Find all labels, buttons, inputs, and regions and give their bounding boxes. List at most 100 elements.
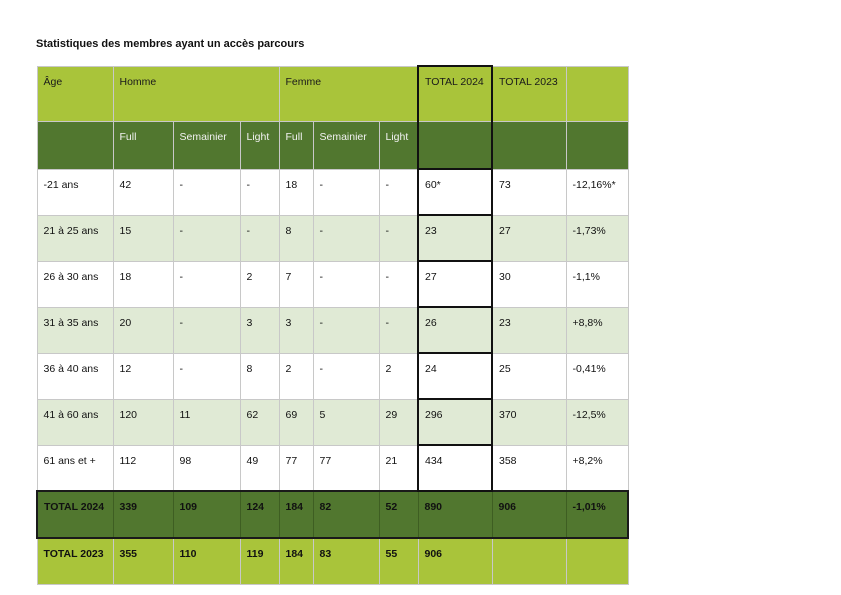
table-cell: 98 — [172, 444, 241, 492]
table-cell: 42 — [112, 168, 174, 216]
table-cell: - — [239, 214, 280, 262]
membership-stats-table: Âge Homme Femme TOTAL 2024 TOTAL 2023 Fu… — [36, 65, 629, 585]
total-2024-row: TOTAL 2024 339 109 124 184 82 52 890 906 -1,01% — [36, 490, 629, 539]
table-cell: 434 — [417, 444, 493, 492]
subheader-cell — [491, 121, 567, 170]
table-cell: 370 — [491, 398, 567, 446]
table-cell: 3 — [239, 306, 280, 354]
table-cell: - — [378, 168, 419, 216]
table-cell: 7 — [278, 260, 314, 308]
table-cell: 26 — [417, 306, 493, 354]
table-cell: 11 — [172, 398, 241, 446]
row-label: TOTAL 2024 — [36, 490, 114, 539]
table-cell: - — [312, 214, 380, 262]
table-cell: 25 — [491, 352, 567, 400]
table-cell: - — [312, 352, 380, 400]
table-cell: 339 — [112, 490, 174, 539]
table-cell: 83 — [312, 537, 380, 585]
table-cell: 296 — [417, 398, 493, 446]
row-label: 26 à 30 ans — [36, 260, 114, 308]
table-row: 41 à 60 ans 120 11 62 69 5 29 296 370 -12,5% — [36, 398, 629, 446]
table-cell: - — [239, 168, 280, 216]
subheader-cell — [417, 121, 493, 170]
table-row: 36 à 40 ans 12-8 2-2 24 25 -0,41% — [36, 352, 629, 400]
row-label: -21 ans — [36, 168, 114, 216]
table-cell: +8,8% — [565, 306, 629, 354]
row-label: 36 à 40 ans — [36, 352, 114, 400]
table-cell: 21 — [378, 444, 419, 492]
row-label: 41 à 60 ans — [36, 398, 114, 446]
table-cell: - — [172, 260, 241, 308]
header-femme: Femme — [278, 65, 419, 122]
table-cell: 15 — [112, 214, 174, 262]
table-cell: - — [312, 168, 380, 216]
row-label: 61 ans et + — [36, 444, 114, 492]
table-cell: -1,1% — [565, 260, 629, 308]
table-cell: 62 — [239, 398, 280, 446]
table-cell: 69 — [278, 398, 314, 446]
header-total-2023: TOTAL 2023 — [491, 65, 567, 122]
table-cell: 27 — [491, 214, 567, 262]
table-cell: -12,5% — [565, 398, 629, 446]
table-cell: 355 — [112, 537, 174, 585]
subheader-cell: Full — [278, 121, 314, 170]
table-cell: - — [312, 260, 380, 308]
table-cell: 3 — [278, 306, 314, 354]
table-cell — [565, 537, 629, 585]
table-cell: 18 — [278, 168, 314, 216]
table-cell: - — [172, 306, 241, 354]
table-cell: - — [378, 306, 419, 354]
table-cell: 24 — [417, 352, 493, 400]
table-cell: - — [172, 214, 241, 262]
table-cell: 906 — [417, 537, 493, 585]
subheader-cell: Full — [112, 121, 174, 170]
subheader-row: Full Semainier Light Full Semainier Ligh… — [36, 121, 629, 170]
table-cell: 358 — [491, 444, 567, 492]
table-cell: 124 — [239, 490, 280, 539]
table-cell: 27 — [417, 260, 493, 308]
table-cell: 119 — [239, 537, 280, 585]
table-cell: 77 — [278, 444, 314, 492]
table-cell: 8 — [278, 214, 314, 262]
table-cell: 55 — [378, 537, 419, 585]
table-cell: 8 — [239, 352, 280, 400]
table-cell: - — [172, 168, 241, 216]
subheader-cell — [565, 121, 629, 170]
table-cell: - — [378, 214, 419, 262]
table-title: Statistiques des membres ayant un accès … — [36, 38, 305, 50]
table-cell: 184 — [278, 537, 314, 585]
table-row: 21 à 25 ans 15- -8- -23 27 -1,73% — [36, 214, 629, 262]
table-cell: 2 — [378, 352, 419, 400]
table-cell: 2 — [239, 260, 280, 308]
row-label: 21 à 25 ans — [36, 214, 114, 262]
subheader-cell — [36, 121, 114, 170]
header-total-2024: TOTAL 2024 — [417, 65, 493, 122]
table-cell: 2 — [278, 352, 314, 400]
table-row: 26 à 30 ans 18-2 7- -27 30 -1,1% — [36, 260, 629, 308]
table-cell: 23 — [491, 306, 567, 354]
table-cell: -0,41% — [565, 352, 629, 400]
header-homme: Homme — [112, 65, 280, 122]
table-cell: 120 — [112, 398, 174, 446]
table-cell: 77 — [312, 444, 380, 492]
table-cell: 30 — [491, 260, 567, 308]
header-age: Âge — [36, 65, 114, 122]
table-cell: 109 — [172, 490, 241, 539]
row-label: TOTAL 2023 — [36, 537, 114, 585]
table-cell: 184 — [278, 490, 314, 539]
table-cell: 60* — [417, 168, 493, 216]
table-cell: - — [378, 260, 419, 308]
table-cell: 52 — [378, 490, 419, 539]
table-cell: 82 — [312, 490, 380, 539]
table-cell: 18 — [112, 260, 174, 308]
header-row: Âge Homme Femme TOTAL 2024 TOTAL 2023 — [36, 65, 629, 122]
table-cell — [491, 537, 567, 585]
table-cell: 49 — [239, 444, 280, 492]
table-cell: 73 — [491, 168, 567, 216]
table-cell: - — [312, 306, 380, 354]
subheader-cell: Light — [378, 121, 419, 170]
table-cell: 112 — [112, 444, 174, 492]
table-cell: - — [172, 352, 241, 400]
table-cell: +8,2% — [565, 444, 629, 492]
table-cell: 110 — [172, 537, 241, 585]
